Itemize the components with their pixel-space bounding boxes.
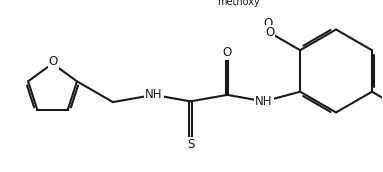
Text: O: O	[223, 46, 232, 59]
Text: NH: NH	[255, 95, 273, 108]
Text: S: S	[187, 138, 194, 151]
Text: methoxy: methoxy	[217, 0, 260, 7]
Text: NH: NH	[145, 88, 162, 101]
Text: O: O	[263, 17, 272, 30]
Text: O: O	[49, 55, 58, 68]
Text: O: O	[265, 26, 274, 39]
